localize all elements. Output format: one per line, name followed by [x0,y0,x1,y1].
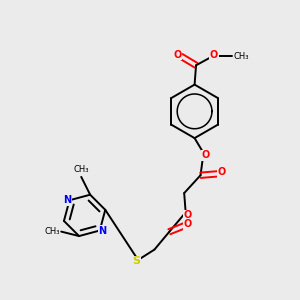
Text: N: N [63,195,71,205]
Text: S: S [133,256,141,266]
Text: O: O [218,167,226,177]
Text: CH₃: CH₃ [44,227,60,236]
Text: CH₃: CH₃ [74,165,89,174]
Text: O: O [173,50,182,60]
Text: O: O [202,150,210,161]
Text: O: O [184,219,192,229]
Text: O: O [183,210,191,220]
Text: N: N [98,226,106,236]
Text: O: O [210,50,218,60]
Text: CH₃: CH₃ [233,52,249,61]
